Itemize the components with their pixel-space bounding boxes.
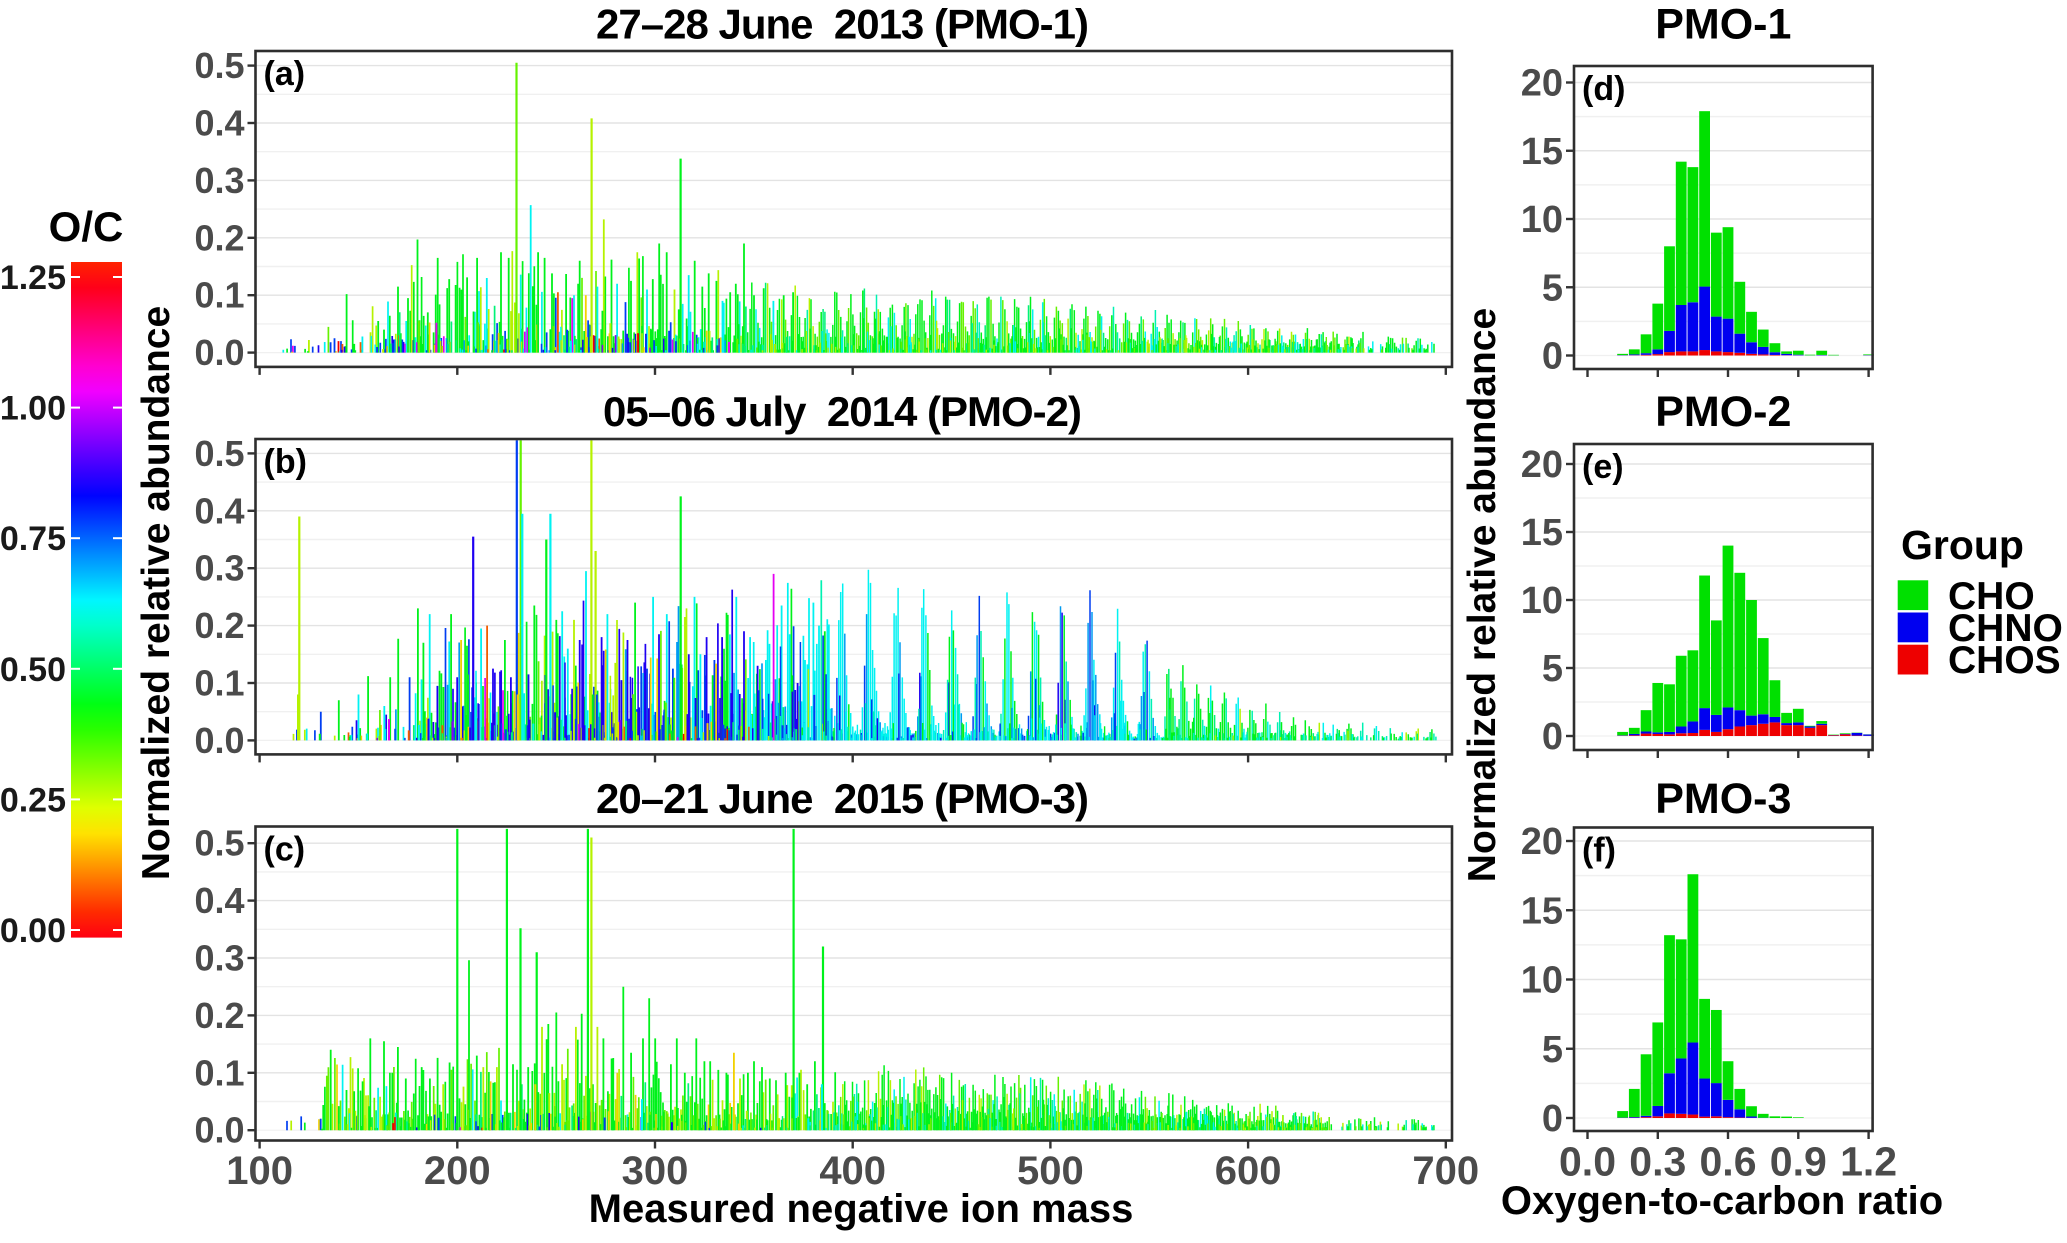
svg-text:0.4: 0.4 — [194, 880, 244, 921]
svg-text:0.3: 0.3 — [1629, 1139, 1686, 1185]
svg-text:10: 10 — [1521, 199, 1563, 241]
svg-text:0.2: 0.2 — [194, 217, 244, 258]
svg-text:0: 0 — [1542, 716, 1563, 758]
svg-text:0.4: 0.4 — [194, 103, 244, 144]
svg-text:0.00: 0.00 — [0, 912, 66, 950]
svg-text:0.0: 0.0 — [194, 1110, 244, 1151]
svg-text:0.5: 0.5 — [194, 45, 244, 86]
svg-text:1.25: 1.25 — [0, 259, 66, 297]
svg-text:0.1: 0.1 — [194, 1052, 244, 1093]
svg-text:20: 20 — [1521, 444, 1563, 486]
svg-text:15: 15 — [1521, 131, 1563, 173]
svg-text:Normalized relative abundance: Normalized relative abundance — [135, 306, 178, 880]
svg-text:Measured negative ion mass: Measured negative ion mass — [589, 1187, 1134, 1231]
svg-text:10: 10 — [1521, 580, 1563, 622]
svg-text:1.00: 1.00 — [0, 390, 66, 428]
svg-text:27–28 June 2013 (PMO-1): 27–28 June 2013 (PMO-1) — [596, 1, 1088, 48]
svg-text:15: 15 — [1521, 890, 1563, 932]
svg-text:5: 5 — [1542, 1029, 1563, 1071]
svg-text:5: 5 — [1542, 648, 1563, 690]
svg-text:600: 600 — [1215, 1149, 1282, 1193]
svg-text:PMO-1: PMO-1 — [1655, 1, 1791, 49]
svg-text:O/C: O/C — [49, 203, 124, 250]
svg-text:Normalized relative abundance: Normalized relative abundance — [1461, 308, 1504, 882]
svg-text:0.3: 0.3 — [194, 160, 244, 201]
svg-text:Group: Group — [1901, 522, 2024, 568]
svg-text:05–06 July 2014 (PMO-2): 05–06 July 2014 (PMO-2) — [603, 388, 1081, 435]
svg-text:0.0: 0.0 — [1559, 1139, 1616, 1185]
svg-text:(f): (f) — [1582, 832, 1616, 870]
svg-text:0: 0 — [1542, 1098, 1563, 1140]
svg-text:20: 20 — [1521, 63, 1563, 105]
svg-text:0.50: 0.50 — [0, 651, 66, 689]
svg-text:(b): (b) — [264, 443, 307, 481]
svg-text:0.0: 0.0 — [194, 332, 244, 373]
svg-text:0.9: 0.9 — [1770, 1139, 1827, 1185]
svg-text:300: 300 — [622, 1149, 689, 1193]
svg-text:(a): (a) — [264, 55, 306, 93]
svg-text:500: 500 — [1017, 1149, 1084, 1193]
svg-text:10: 10 — [1521, 960, 1563, 1002]
svg-text:0.5: 0.5 — [194, 823, 244, 864]
svg-text:200: 200 — [424, 1149, 491, 1193]
svg-text:0.0: 0.0 — [194, 720, 244, 761]
svg-text:0.5: 0.5 — [194, 433, 244, 474]
svg-text:400: 400 — [819, 1149, 886, 1193]
svg-text:CHNO: CHNO — [1948, 607, 2063, 650]
svg-text:15: 15 — [1521, 512, 1563, 554]
svg-text:(d): (d) — [1582, 70, 1625, 108]
svg-text:0.4: 0.4 — [194, 490, 244, 531]
svg-text:0.2: 0.2 — [194, 995, 244, 1036]
svg-text:20–21 June 2015 (PMO-3): 20–21 June 2015 (PMO-3) — [596, 775, 1088, 822]
svg-text:CHOS: CHOS — [1948, 639, 2061, 682]
svg-text:0: 0 — [1542, 336, 1563, 378]
svg-text:5: 5 — [1542, 267, 1563, 309]
svg-text:0.1: 0.1 — [194, 275, 244, 316]
svg-text:(c): (c) — [264, 831, 306, 869]
svg-text:0.1: 0.1 — [194, 663, 244, 704]
svg-text:700: 700 — [1412, 1149, 1479, 1193]
svg-text:PMO-3: PMO-3 — [1655, 775, 1791, 823]
svg-text:20: 20 — [1521, 821, 1563, 863]
svg-text:Oxygen-to-carbon ratio: Oxygen-to-carbon ratio — [1501, 1179, 1943, 1223]
svg-text:(e): (e) — [1582, 448, 1624, 486]
svg-text:0.2: 0.2 — [194, 605, 244, 646]
svg-text:0.3: 0.3 — [194, 548, 244, 589]
svg-text:0.3: 0.3 — [194, 938, 244, 979]
svg-text:0.25: 0.25 — [0, 781, 66, 819]
svg-text:1.2: 1.2 — [1840, 1139, 1897, 1185]
svg-text:0.6: 0.6 — [1700, 1139, 1757, 1185]
svg-text:CHO: CHO — [1948, 575, 2035, 618]
svg-text:PMO-2: PMO-2 — [1655, 388, 1791, 436]
svg-text:100: 100 — [226, 1149, 293, 1193]
svg-text:0.75: 0.75 — [0, 520, 66, 558]
